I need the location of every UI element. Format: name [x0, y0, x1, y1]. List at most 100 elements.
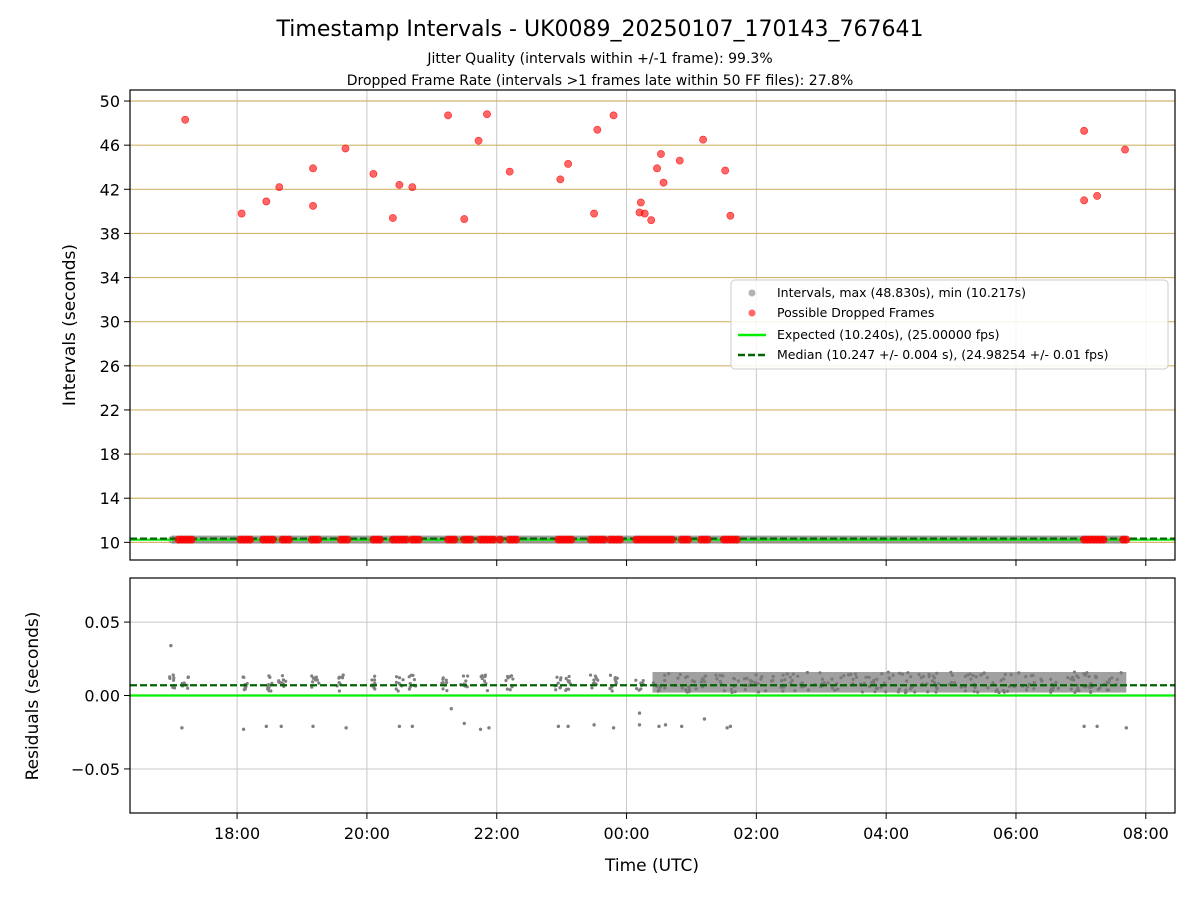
residual-dense-point-206: [1075, 688, 1079, 692]
residual-dense-point-249: [1093, 674, 1098, 678]
residual-cluster-point-16-3: [590, 686, 594, 690]
residual-outlier-point-0: [169, 643, 173, 648]
residual-cluster-point-12-6: [483, 675, 487, 679]
residual-cluster-point-11-0: [464, 679, 468, 683]
residual-dense-point-143: [771, 674, 775, 679]
residual-dense-point-127: [1105, 688, 1109, 692]
residual-dense-point-79: [934, 690, 938, 694]
residual-cluster-point-16-4: [593, 674, 598, 678]
dropped-high-point-16: [556, 175, 565, 184]
residual-cluster-point-16-6: [596, 678, 600, 682]
residual-cluster-point-18-5: [634, 678, 638, 682]
dropped-high-point-9: [395, 180, 404, 189]
residual-dense-point-139: [1115, 677, 1119, 682]
residual-dense-point-134: [982, 671, 986, 675]
residual-cluster-point-12-3: [480, 674, 484, 678]
residual-outlier-point-26: [449, 707, 453, 711]
residual-cluster-point-10-4: [444, 678, 448, 682]
residual-dense-point-43: [1032, 681, 1036, 685]
residual-dense-point-10: [963, 689, 968, 693]
residual-dense-point-121: [886, 670, 890, 674]
residual-dense-point-82: [805, 670, 810, 675]
residual-dense-point-3: [830, 686, 835, 690]
residual-cluster-point-7-0: [372, 678, 377, 682]
residual-cluster-point-4-4: [280, 674, 285, 678]
dropped-low-point-93: [1122, 535, 1131, 544]
residual-dense-point-22: [760, 675, 764, 679]
residual-outlier-point-11: [487, 726, 491, 730]
residual-outlier-point-20: [702, 717, 707, 721]
dropped-low-point-43: [489, 535, 498, 544]
residual-dense-point-128: [963, 674, 967, 679]
dropped-high-point-32: [1080, 126, 1089, 135]
dropped-low-point-38: [466, 535, 475, 544]
residual-outlier-point-23: [1082, 724, 1086, 729]
residual-dense-point-223: [854, 675, 859, 680]
residual-dense-point-202: [656, 684, 660, 688]
residual-cluster-point-13-7: [505, 674, 510, 679]
residual-dense-point-179: [651, 681, 656, 685]
x-tick-label-1: 20:00: [344, 824, 390, 843]
dropped-low-point-15: [285, 535, 294, 544]
residual-cluster-point-17-5: [608, 673, 613, 677]
residual-dense-point-163: [764, 689, 768, 693]
dropped-low-point-8: [246, 535, 255, 544]
residual-dense-point-74: [833, 688, 837, 692]
residual-dense-point-171: [756, 690, 761, 694]
residual-dense-point-231: [791, 672, 796, 676]
residual-dense-point-253: [1049, 677, 1053, 681]
residual-dense-point-144: [1005, 689, 1010, 693]
residual-dense-point-44: [842, 674, 846, 678]
residual-dense-point-176: [900, 672, 905, 676]
residual-cluster-point-18-6: [634, 687, 639, 691]
residual-outlier-point-2: [241, 727, 246, 731]
bottom-frame: [129, 577, 1176, 814]
top-ytick-label-7: 38: [100, 224, 120, 243]
residual-dense-point-42: [800, 681, 804, 685]
x-tick-label-2: 22:00: [474, 824, 520, 843]
legend-label-median: Median (10.247 +/- 0.004 s), (24.98254 +…: [777, 347, 1108, 362]
x-tick-label-6: 06:00: [993, 824, 1039, 843]
residual-outlier-point-17: [657, 724, 661, 729]
residual-dense-point-256: [976, 690, 980, 694]
residual-outlier-point-13: [566, 724, 570, 729]
residual-cluster-point-12-7: [480, 676, 484, 681]
x-tick-label-7: 08:00: [1123, 824, 1169, 843]
residual-dense-point-137: [1076, 675, 1080, 680]
residual-dense-point-210: [995, 688, 999, 692]
dropped-high-point-12: [460, 215, 469, 223]
residual-cluster-point-5-2: [317, 681, 321, 685]
residual-dense-point-172: [1110, 676, 1114, 680]
chart-title: Timestamp Intervals - UK0089_20250107_17…: [276, 17, 924, 42]
residual-dense-point-39: [1009, 673, 1013, 677]
residual-dense-point-161: [906, 671, 910, 675]
residual-dense-point-30: [680, 686, 684, 690]
residual-dense-point-38: [917, 672, 921, 677]
dropped-high-point-3: [275, 183, 284, 191]
residual-dense-point-169: [1098, 686, 1102, 690]
residual-cluster-point-7-2: [373, 674, 377, 678]
dropped-high-point-11: [444, 111, 452, 120]
residual-dense-point-174: [1083, 673, 1087, 677]
residual-dense-point-217: [904, 688, 908, 692]
residual-dense-point-246: [1056, 686, 1060, 690]
residual-outlier-point-8: [410, 724, 415, 729]
dropped-low-point-32: [414, 535, 423, 544]
residual-cluster-point-10-7: [440, 681, 444, 685]
residual-outlier-point-24: [1095, 724, 1099, 729]
dropped-low-point-61: [616, 535, 625, 544]
residual-cluster-point-10-3: [444, 681, 449, 685]
residual-dense-point-252: [1017, 671, 1021, 675]
residual-cluster-point-6-7: [337, 689, 342, 693]
residual-dense-point-99: [1024, 688, 1029, 692]
residual-cluster-point-13-2: [504, 678, 508, 683]
residual-dense-point-208: [663, 678, 667, 683]
residual-outlier-point-3: [264, 724, 269, 729]
residual-dense-point-224: [1054, 680, 1058, 684]
residual-dense-point-96: [950, 673, 955, 677]
dropped-low-point-18: [314, 535, 323, 544]
residual-dense-point-97: [721, 674, 725, 678]
x-axis-label: Time (UTC): [604, 856, 699, 876]
residual-dense-point-21: [753, 681, 757, 685]
dropped-low-point-29: [401, 535, 410, 544]
